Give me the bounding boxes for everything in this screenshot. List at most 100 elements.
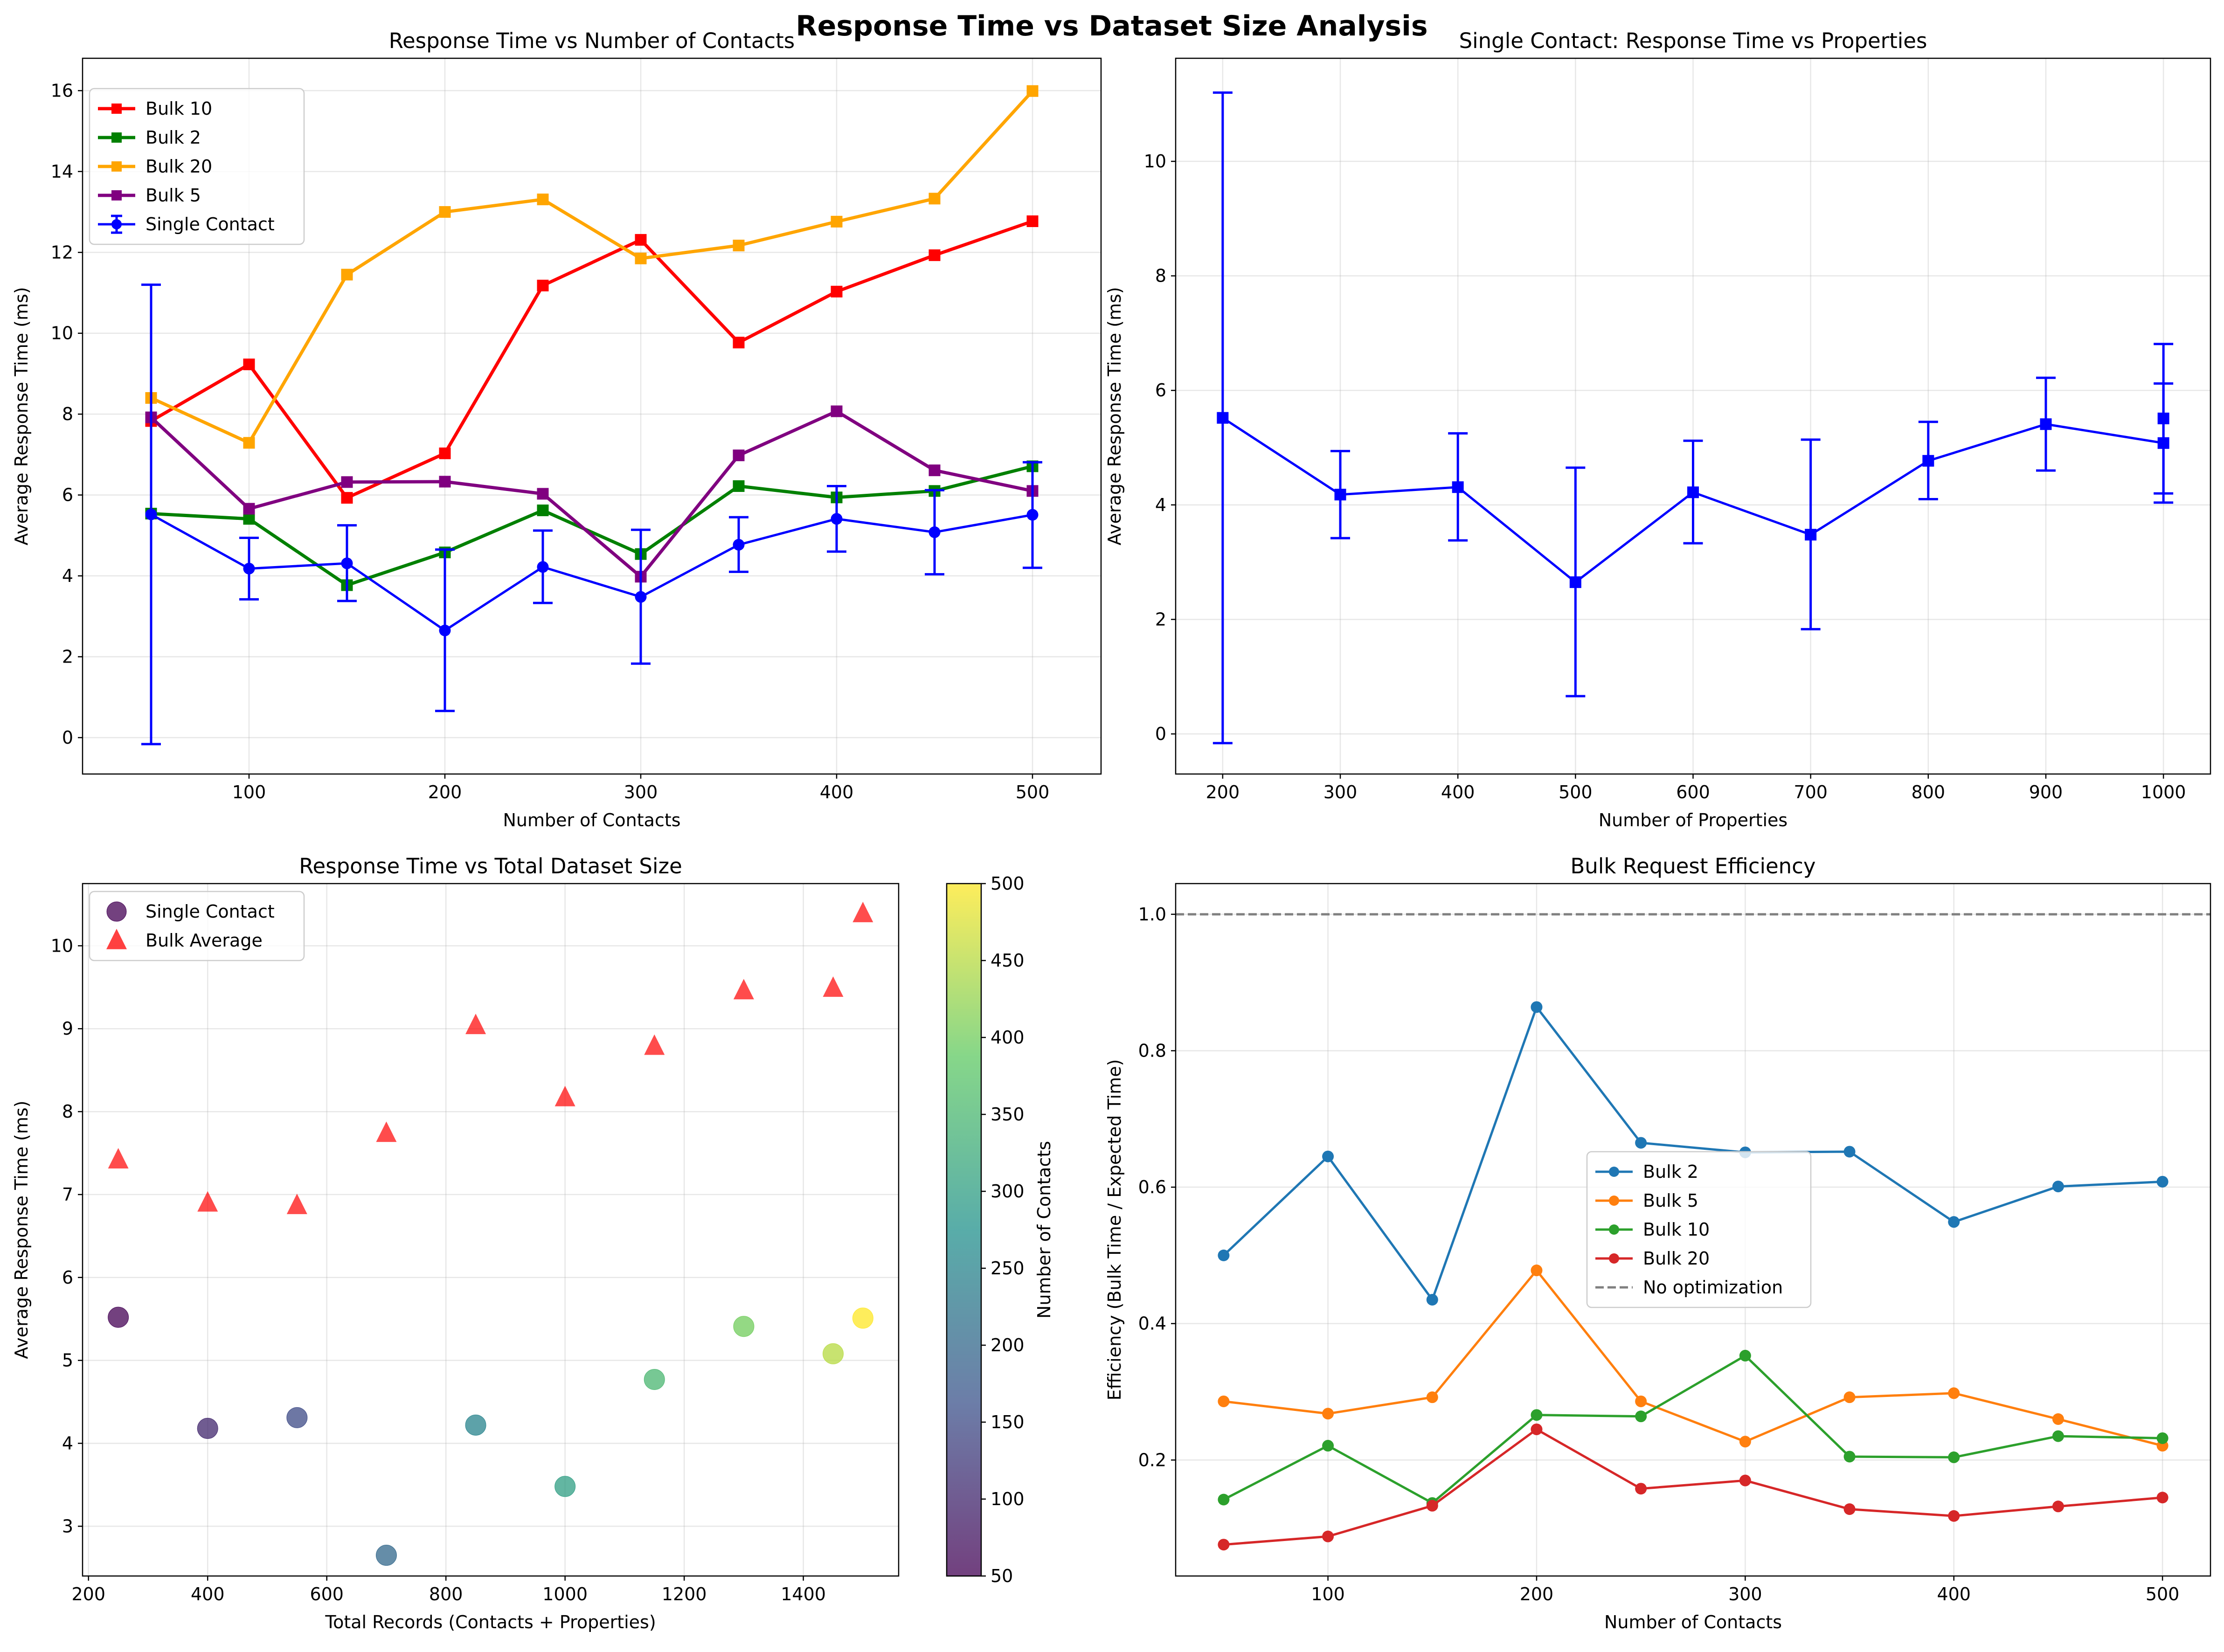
data-point bbox=[733, 539, 745, 551]
y-tick-label: 16 bbox=[51, 80, 73, 101]
legend-label: Bulk 20 bbox=[145, 156, 212, 177]
subplot-ax2: 200 300 400 500 600 700 800 900 1000 0 2 4 6 8 10 Singl… bbox=[1104, 28, 2211, 830]
y-axis-label: Average Response Time (ms) bbox=[11, 287, 32, 545]
x-tick-label: 200 bbox=[1206, 782, 1240, 802]
data-point bbox=[1948, 1451, 1960, 1463]
data-point bbox=[644, 1034, 665, 1055]
data-point bbox=[1635, 1483, 1647, 1495]
colorbar-tick-label: 250 bbox=[991, 1258, 1025, 1279]
series-line bbox=[150, 513, 1033, 632]
axes-ax4: 100 200 300 400 500 0.2 0.4 0.6 0.8 1.0 Bulk Reque… bbox=[1104, 854, 2210, 1632]
figure-title: Response Time vs Dataset Size Analysis bbox=[796, 10, 1427, 42]
data-point bbox=[1635, 1137, 1647, 1149]
legend-marker bbox=[1609, 1196, 1619, 1206]
data-point bbox=[733, 337, 745, 349]
data-point bbox=[1843, 1503, 1856, 1515]
legend-marker bbox=[111, 132, 122, 143]
data-point bbox=[465, 1414, 486, 1436]
series-bulk-10 bbox=[145, 215, 1039, 504]
data-point bbox=[1739, 1349, 1751, 1362]
legend-marker bbox=[106, 928, 127, 949]
data-point bbox=[243, 513, 255, 525]
data-point bbox=[439, 206, 451, 218]
subplot-title: Bulk Request Efficiency bbox=[1570, 854, 1815, 878]
x-tick-label: 700 bbox=[1794, 782, 1828, 802]
data-point bbox=[1217, 412, 1229, 424]
legend-marker bbox=[1609, 1224, 1619, 1235]
y-tick-label: 4 bbox=[1155, 495, 1166, 515]
subplot-ax1: 100 200 300 400 500 0 2 4 6 8 10 12 14 16 Response Tim… bbox=[11, 28, 1102, 830]
series-extra-point bbox=[2154, 343, 2174, 495]
data-point bbox=[537, 194, 549, 206]
x-tick-label: 100 bbox=[232, 782, 266, 802]
legend: Single Contact Bulk Average bbox=[89, 891, 305, 961]
legend-item: Bulk 2 bbox=[98, 127, 201, 148]
data-point bbox=[733, 1316, 755, 1337]
data-point bbox=[635, 252, 647, 264]
data-point bbox=[1635, 1395, 1647, 1407]
x-axis-label: Number of Properties bbox=[1599, 810, 1788, 830]
y-tick-label: 6 bbox=[62, 1267, 73, 1288]
data-point bbox=[822, 1343, 844, 1364]
legend-label: Single Contact bbox=[145, 214, 275, 235]
legend-label: Bulk 5 bbox=[145, 185, 201, 206]
data-point bbox=[375, 1545, 397, 1566]
data-point bbox=[1843, 1451, 1856, 1463]
series-line bbox=[151, 464, 1033, 587]
colorbar-tick-label: 50 bbox=[991, 1566, 1013, 1586]
legend-item: Bulk 5 bbox=[1595, 1190, 1698, 1211]
y-tick-label: 10 bbox=[51, 935, 73, 956]
axes-frame bbox=[1175, 883, 2211, 1577]
legend: Bulk 10 Bulk 2 Bulk 20 Bulk 5 Single Contact bbox=[89, 88, 305, 245]
data-point bbox=[928, 249, 941, 261]
series-line bbox=[150, 90, 1034, 445]
data-point bbox=[1948, 1216, 1960, 1228]
legend-item: Bulk 10 bbox=[1595, 1219, 1710, 1240]
data-point bbox=[928, 526, 941, 538]
subplot-title: Single Contact: Response Time vs Propert… bbox=[1459, 28, 1927, 53]
data-point bbox=[1026, 85, 1039, 97]
y-tick-label: 0.2 bbox=[1138, 1450, 1166, 1470]
data-point bbox=[1948, 1510, 1960, 1522]
data-point bbox=[1452, 481, 1464, 493]
data-point bbox=[439, 447, 451, 459]
data-point bbox=[1334, 489, 1346, 501]
legend-marker bbox=[1609, 1253, 1619, 1264]
data-point bbox=[1635, 1410, 1647, 1423]
data-point bbox=[733, 449, 745, 462]
series-bulk-10 bbox=[1218, 1349, 2169, 1509]
legend-marker bbox=[106, 901, 127, 922]
data-point bbox=[2156, 1175, 2169, 1188]
y-tick-label: 7 bbox=[62, 1184, 73, 1205]
series-bulk-2 bbox=[1218, 1001, 2169, 1306]
data-point bbox=[341, 476, 353, 488]
series-bulk-20 bbox=[1218, 1423, 2169, 1551]
legend-marker bbox=[111, 161, 122, 172]
x-tick-label: 600 bbox=[1676, 782, 1710, 802]
series-bulk-2 bbox=[145, 460, 1039, 591]
data-point bbox=[1218, 1493, 1230, 1506]
x-tick-label: 1000 bbox=[542, 1584, 588, 1604]
x-tick-label: 900 bbox=[2029, 782, 2063, 802]
x-tick-label: 500 bbox=[1016, 782, 1050, 802]
y-tick-label: 14 bbox=[51, 161, 73, 182]
legend-label: No optimization bbox=[1643, 1277, 1783, 1298]
data-point bbox=[2157, 412, 2169, 424]
colorbar-tick-label: 200 bbox=[991, 1335, 1025, 1355]
data-point bbox=[1948, 1387, 1960, 1399]
series-line bbox=[1223, 1004, 2163, 1302]
legend-marker bbox=[1609, 1167, 1619, 1177]
series-single-contact bbox=[141, 283, 1042, 746]
legend-item: Bulk Average bbox=[106, 928, 263, 951]
data-point bbox=[1426, 1293, 1438, 1306]
data-point bbox=[243, 437, 255, 449]
data-point bbox=[537, 488, 549, 500]
x-tick-label: 200 bbox=[428, 782, 462, 802]
legend-label: Single Contact bbox=[145, 901, 275, 922]
axes-frame bbox=[82, 57, 1102, 775]
data-point bbox=[1322, 1408, 1334, 1420]
y-tick-label: 1.0 bbox=[1138, 904, 1166, 925]
series-line bbox=[1223, 1354, 2163, 1505]
data-point bbox=[341, 557, 353, 569]
